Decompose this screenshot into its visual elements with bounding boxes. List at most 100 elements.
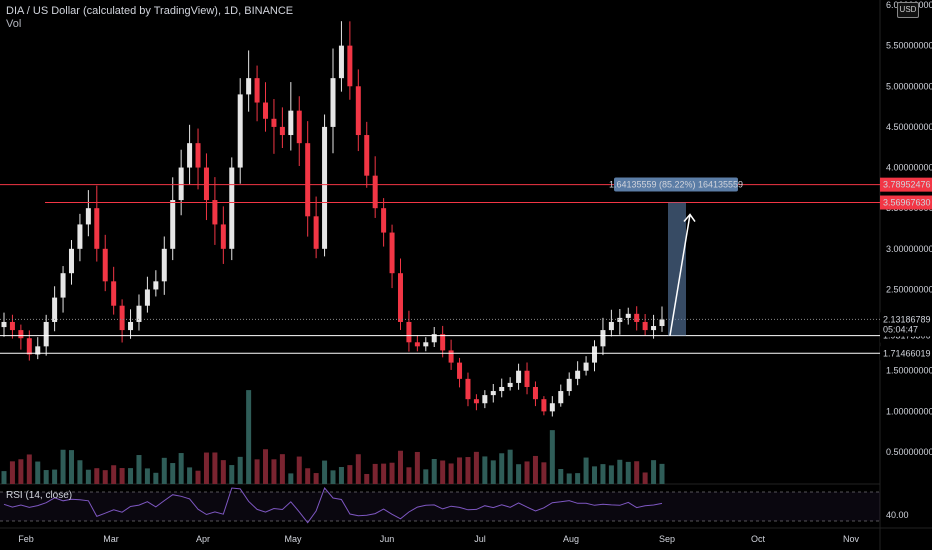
candle-body xyxy=(651,326,657,331)
candle-body xyxy=(575,370,581,379)
candle-body xyxy=(642,321,648,331)
candle-body xyxy=(355,86,361,136)
candle-body xyxy=(178,167,184,201)
volume-bar xyxy=(161,457,167,484)
candle-body xyxy=(592,346,598,363)
volume-bar xyxy=(642,472,648,484)
volume-bar xyxy=(322,460,328,484)
rsi-label: RSI (14, close) xyxy=(6,490,73,501)
candle-body xyxy=(246,78,252,95)
candle-body xyxy=(549,403,555,412)
measure-label: 1.64135559 (85.22%) 164135559 xyxy=(609,180,743,190)
x-tick-label: Jun xyxy=(380,534,395,544)
candle-body xyxy=(279,126,285,136)
candle-body xyxy=(330,78,336,127)
candle-body xyxy=(397,273,403,322)
candle-body xyxy=(220,224,226,249)
volume-bar xyxy=(119,468,125,484)
candle-body xyxy=(161,248,167,282)
volume-bar xyxy=(364,473,370,484)
candle-body xyxy=(144,289,150,306)
volume-bar xyxy=(541,462,547,484)
candle-body xyxy=(583,362,589,371)
measure-range-box xyxy=(668,202,686,336)
volume-bar xyxy=(43,470,49,484)
candle-body xyxy=(263,102,269,119)
candle-body xyxy=(532,386,538,400)
volume-bar xyxy=(465,457,471,484)
candle-body xyxy=(153,281,159,290)
volume-bar xyxy=(1,471,7,484)
volume-bar xyxy=(592,466,598,484)
volume-bar xyxy=(153,472,159,484)
volume-bar xyxy=(18,459,24,484)
volume-bar xyxy=(423,469,429,484)
y-tick-label: 2.50000000 xyxy=(886,284,932,294)
volume-bar xyxy=(94,468,100,484)
candle-body xyxy=(102,248,108,282)
candle-body xyxy=(465,378,471,400)
candle-body xyxy=(35,346,41,355)
candle-body xyxy=(187,143,193,168)
volume-bar xyxy=(490,460,496,484)
volume-bar xyxy=(305,468,311,484)
volume-bar xyxy=(406,467,412,484)
volume-bar xyxy=(482,456,488,484)
candle-body xyxy=(347,45,353,87)
volume-bar xyxy=(111,465,117,484)
candle-body xyxy=(457,362,463,379)
candle-body xyxy=(26,338,32,355)
candle-body xyxy=(448,350,454,363)
volume-bar xyxy=(85,469,91,484)
volume-bar xyxy=(338,467,344,484)
volume-bar xyxy=(178,453,184,484)
candle-body xyxy=(490,391,496,396)
candle-body xyxy=(52,297,58,322)
candle-body xyxy=(558,391,564,404)
candle-body xyxy=(381,208,387,233)
measure-label-box xyxy=(614,177,738,192)
price-level-badge xyxy=(880,346,932,361)
candle-body xyxy=(94,208,100,249)
volume-bar xyxy=(136,455,142,484)
volume-bar xyxy=(203,452,209,484)
y-tick-label: 5.00000000 xyxy=(886,81,932,91)
candle-body xyxy=(431,334,437,343)
volume-bar xyxy=(35,461,41,484)
volume-bar xyxy=(128,468,134,484)
y-tick-label: 4.00000000 xyxy=(886,163,932,173)
currency-badge[interactable]: USD xyxy=(897,2,919,18)
volume-bar xyxy=(237,456,243,484)
volume-bar xyxy=(9,461,15,484)
volume-bar xyxy=(144,468,150,484)
price-level-badge xyxy=(880,195,932,210)
volume-bar xyxy=(102,470,108,484)
candle-body xyxy=(524,370,530,387)
candle-body xyxy=(406,321,412,343)
candle-body xyxy=(136,305,142,322)
candle-body xyxy=(212,200,218,225)
y-tick-label: 0.50000000 xyxy=(886,447,932,457)
y-tick-label: 4.50000000 xyxy=(886,122,932,132)
x-tick-label: Mar xyxy=(103,534,119,544)
last-price-badge xyxy=(880,312,932,337)
candle-body xyxy=(305,143,311,217)
candle-body xyxy=(68,248,74,274)
candle-body xyxy=(119,305,125,331)
symbol-title: DIA / US Dollar (calculated by TradingVi… xyxy=(6,5,294,17)
candle-body xyxy=(423,342,429,347)
candle-body xyxy=(296,110,302,144)
candle-body xyxy=(566,378,572,392)
volume-bar xyxy=(659,463,665,484)
x-tick-label: Sep xyxy=(659,534,675,544)
y-tick-label: 1.50000000 xyxy=(886,366,932,376)
candle-body xyxy=(364,135,370,176)
candle-body xyxy=(128,321,134,331)
candle-body xyxy=(322,126,328,249)
candle-body xyxy=(18,330,24,339)
candle-body xyxy=(499,386,505,392)
candle-body xyxy=(516,370,522,383)
candle-body xyxy=(541,399,547,412)
countdown-label: 05:04:47 xyxy=(883,324,918,334)
